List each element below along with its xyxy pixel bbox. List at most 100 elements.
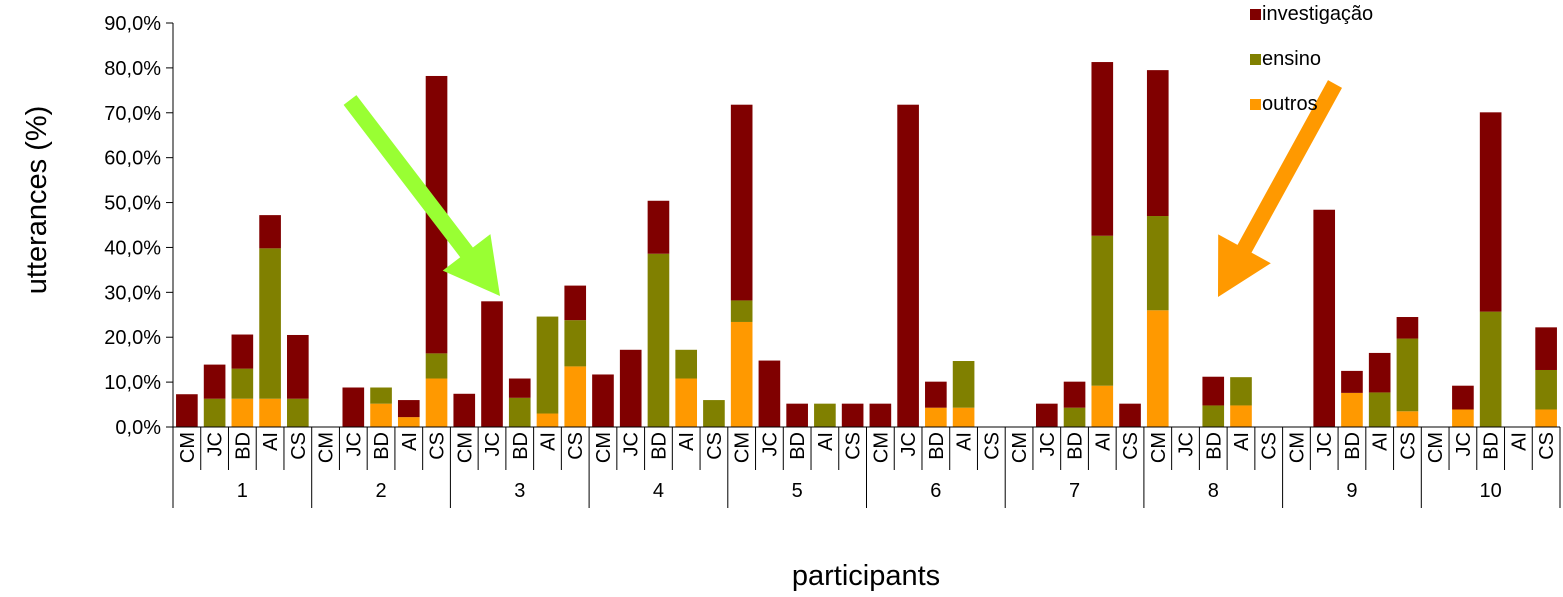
bar-segment (481, 301, 503, 427)
x-category-label: CM (454, 432, 476, 463)
x-group-label: 3 (514, 480, 525, 502)
y-tick-label: 30,0% (104, 282, 161, 304)
bar-segment (536, 413, 559, 427)
bar-segment (1368, 352, 1391, 393)
bar-segment (1535, 327, 1557, 370)
bar-segment (1146, 70, 1169, 217)
x-category-label: CM (732, 432, 754, 463)
bar-segment (1230, 377, 1252, 406)
x-category-label: BD (232, 432, 254, 460)
bar-segment (1119, 403, 1141, 427)
bar-segment (814, 403, 836, 427)
bar-segment (1202, 376, 1225, 406)
x-category-label: JC (1314, 432, 1336, 456)
arrows-layer (343, 80, 1342, 297)
bar-segment (203, 398, 226, 427)
x-category-label: JC (759, 432, 781, 456)
x-group-label: 8 (1208, 480, 1219, 502)
x-category-label: JC (205, 432, 227, 456)
bar-segment (564, 320, 587, 367)
bar-segment (1063, 381, 1086, 408)
bar-segment (952, 407, 975, 427)
bar-segment (1396, 317, 1419, 339)
bar-segment (703, 400, 725, 427)
x-category-label: JC (1453, 432, 1475, 456)
orange-arrow (1218, 80, 1342, 297)
x-category-label: CS (1397, 432, 1419, 460)
bar-segment (425, 378, 448, 427)
x-category-label: AI (399, 432, 421, 451)
bar-segment (1230, 405, 1252, 427)
x-category-label: BD (510, 432, 532, 460)
bar-segment (564, 285, 587, 321)
bar-segment (231, 334, 254, 369)
bar-segment (370, 387, 392, 404)
y-tick-label: 70,0% (104, 103, 161, 125)
x-category-label: CS (1536, 432, 1558, 460)
bar-segment (1091, 235, 1114, 386)
x-category-label: JC (898, 432, 920, 456)
x-group-label: 9 (1346, 480, 1357, 502)
bar-segment (203, 364, 226, 399)
legend: investigação ensino outros (1250, 3, 1373, 115)
legend-label: ensino (1262, 48, 1321, 70)
x-category-label: CS (1120, 432, 1142, 460)
bar-segment (564, 366, 587, 427)
x-category-label: CS (843, 432, 865, 460)
x-category-label: AI (537, 432, 559, 451)
x-category-label: BD (1481, 432, 1503, 460)
x-category-label: BD (926, 432, 948, 460)
x-category-label: JC (343, 432, 365, 456)
bar-segment (1535, 409, 1557, 427)
bar-segment (841, 403, 864, 427)
bar-segment (1479, 112, 1502, 312)
x-category-label: AI (676, 432, 698, 451)
legend-label: outros (1262, 93, 1318, 115)
x-category-label: CM (316, 432, 338, 463)
legend-swatch (1250, 54, 1261, 65)
x-group-label: 4 (653, 480, 664, 502)
x-labels-layer: CM JC BD AI CS CM JC BD AI CS CM JC BD AI CS CM JC BD AI CS… (177, 432, 1558, 502)
bar-segment (1396, 411, 1419, 427)
bar-segment (1063, 407, 1086, 427)
bar-segment (508, 397, 531, 427)
bar-segment (730, 321, 753, 427)
x-category-label: CM (1148, 432, 1170, 463)
y-tick-label: 60,0% (104, 148, 161, 170)
bar-segment (231, 398, 254, 427)
x-category-label: BD (648, 432, 670, 460)
axes-layer: 0,0% 10,0% 20,0% 30,0% 40,0% 50,0% 60,0% 70,0% 8… (104, 13, 1561, 508)
bar-segment (1035, 403, 1058, 427)
x-category-label: CM (870, 432, 892, 463)
x-category-label: BD (1342, 432, 1364, 460)
bar-segment (287, 398, 309, 427)
y-tick-label: 50,0% (104, 193, 161, 215)
bar-segment (176, 394, 198, 427)
bar-segment (397, 417, 420, 427)
x-group-label: 6 (930, 480, 941, 502)
bar-segment (675, 349, 698, 379)
bar-segment (536, 316, 559, 414)
x-category-label: AI (954, 432, 976, 451)
x-group-label: 5 (792, 480, 803, 502)
x-category-label: AI (1508, 432, 1530, 451)
bar-segment (259, 215, 281, 249)
bar-segment (287, 334, 309, 399)
bar-segment (1091, 385, 1114, 427)
bar-segment (1479, 311, 1502, 427)
x-category-label: CS (565, 432, 587, 460)
bar-segment (952, 361, 975, 408)
x-category-label: AI (815, 432, 837, 451)
bar-segment (453, 393, 476, 427)
bar-segment (647, 200, 670, 254)
bar-segment (592, 374, 614, 427)
x-category-label: BD (371, 432, 393, 460)
bar-segment (730, 104, 753, 301)
x-category-label: CM (1009, 432, 1031, 463)
x-category-label: BD (1203, 432, 1225, 460)
x-group-label: 2 (375, 480, 386, 502)
bar-segment (675, 378, 698, 427)
x-group-label: 7 (1069, 480, 1080, 502)
bar-segment (1146, 310, 1169, 427)
